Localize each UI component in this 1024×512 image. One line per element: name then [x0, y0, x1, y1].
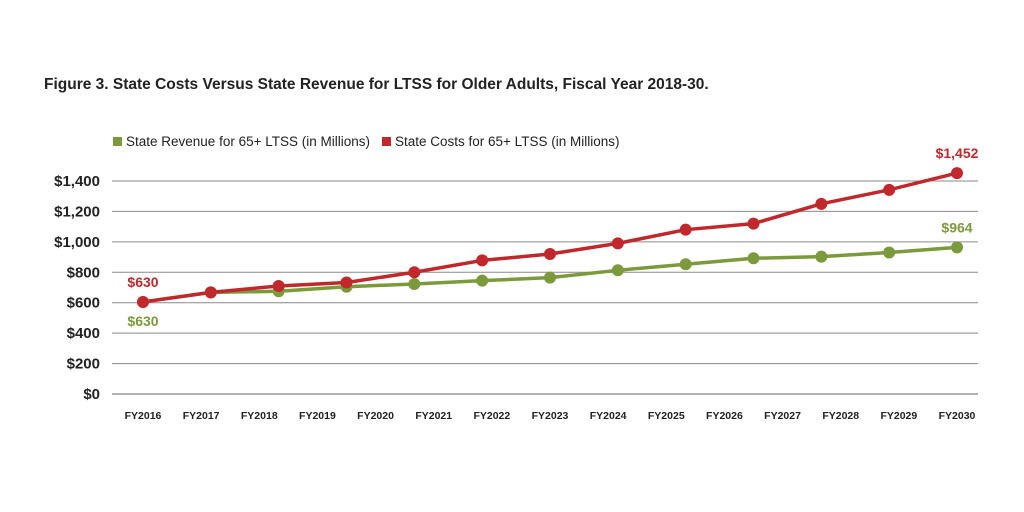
data-point [815, 250, 828, 263]
x-tick-label: FY2017 [183, 410, 220, 422]
data-point [611, 264, 624, 277]
data-point [951, 167, 963, 180]
series-points [137, 167, 963, 308]
y-axis-ticks: $0 $200 $400 $600 $800 $1,000 $1,200 $1,400 [54, 173, 100, 403]
y-tick-label: $400 [67, 325, 100, 342]
figure-title: Figure 3. State Costs Versus State Reven… [44, 76, 709, 93]
legend-label: State Costs for 65+ LTSS (in Millions) [395, 134, 619, 149]
data-point [679, 223, 692, 236]
data-point [137, 295, 149, 308]
data-label: $630 [127, 274, 158, 290]
data-point [204, 286, 217, 299]
data-point [408, 266, 421, 279]
x-tick-label: FY2026 [706, 410, 743, 422]
data-labels: $630 $630 $1,452 $964 [127, 145, 978, 329]
data-point [679, 258, 692, 271]
x-tick-label: FY2016 [125, 410, 162, 422]
x-tick-label: FY2025 [648, 410, 685, 422]
legend-label: State Revenue for 65+ LTSS (in Millions) [126, 134, 370, 149]
y-tick-label: $1,000 [54, 234, 100, 251]
y-tick-label: $1,400 [54, 173, 100, 190]
x-tick-label: FY2018 [241, 410, 278, 422]
x-axis-ticks: FY2016 FY2017 FY2018 FY2019 FY2020 FY2021 FY20… [125, 410, 976, 422]
data-point [883, 183, 896, 196]
legend: State Revenue for 65+ LTSS (in Millions)… [113, 134, 619, 149]
x-tick-label: FY2030 [939, 410, 976, 422]
x-tick-label: FY2028 [822, 410, 859, 422]
data-point [476, 274, 489, 287]
x-tick-label: FY2024 [590, 410, 627, 422]
data-point [747, 217, 760, 230]
data-point [951, 241, 963, 254]
legend-swatch [382, 137, 391, 146]
x-tick-label: FY2027 [764, 410, 801, 422]
x-tick-label: FY2022 [473, 410, 510, 422]
x-tick-label: FY2023 [532, 410, 569, 422]
data-label: $964 [941, 219, 972, 235]
gridlines [112, 180, 978, 395]
x-tick-label: FY2020 [357, 410, 394, 422]
x-tick-label: FY2029 [880, 410, 917, 422]
legend-swatch [113, 137, 122, 146]
x-tick-label: FY2019 [299, 410, 336, 422]
y-tick-label: $1,200 [54, 203, 100, 220]
data-label: $1,452 [936, 145, 979, 161]
data-point [611, 237, 624, 250]
y-tick-label: $600 [67, 295, 100, 312]
y-tick-label: $0 [83, 386, 100, 403]
y-tick-label: $200 [67, 356, 100, 373]
data-point [408, 278, 421, 291]
data-label: $630 [127, 313, 158, 329]
data-point [815, 197, 828, 210]
data-point [747, 252, 760, 265]
x-tick-label: FY2021 [415, 410, 452, 422]
data-point [883, 246, 896, 259]
data-point [476, 254, 489, 267]
data-point [544, 271, 556, 284]
data-point [272, 279, 285, 292]
y-tick-label: $800 [67, 264, 100, 281]
data-point [340, 276, 353, 289]
data-point [544, 248, 556, 261]
